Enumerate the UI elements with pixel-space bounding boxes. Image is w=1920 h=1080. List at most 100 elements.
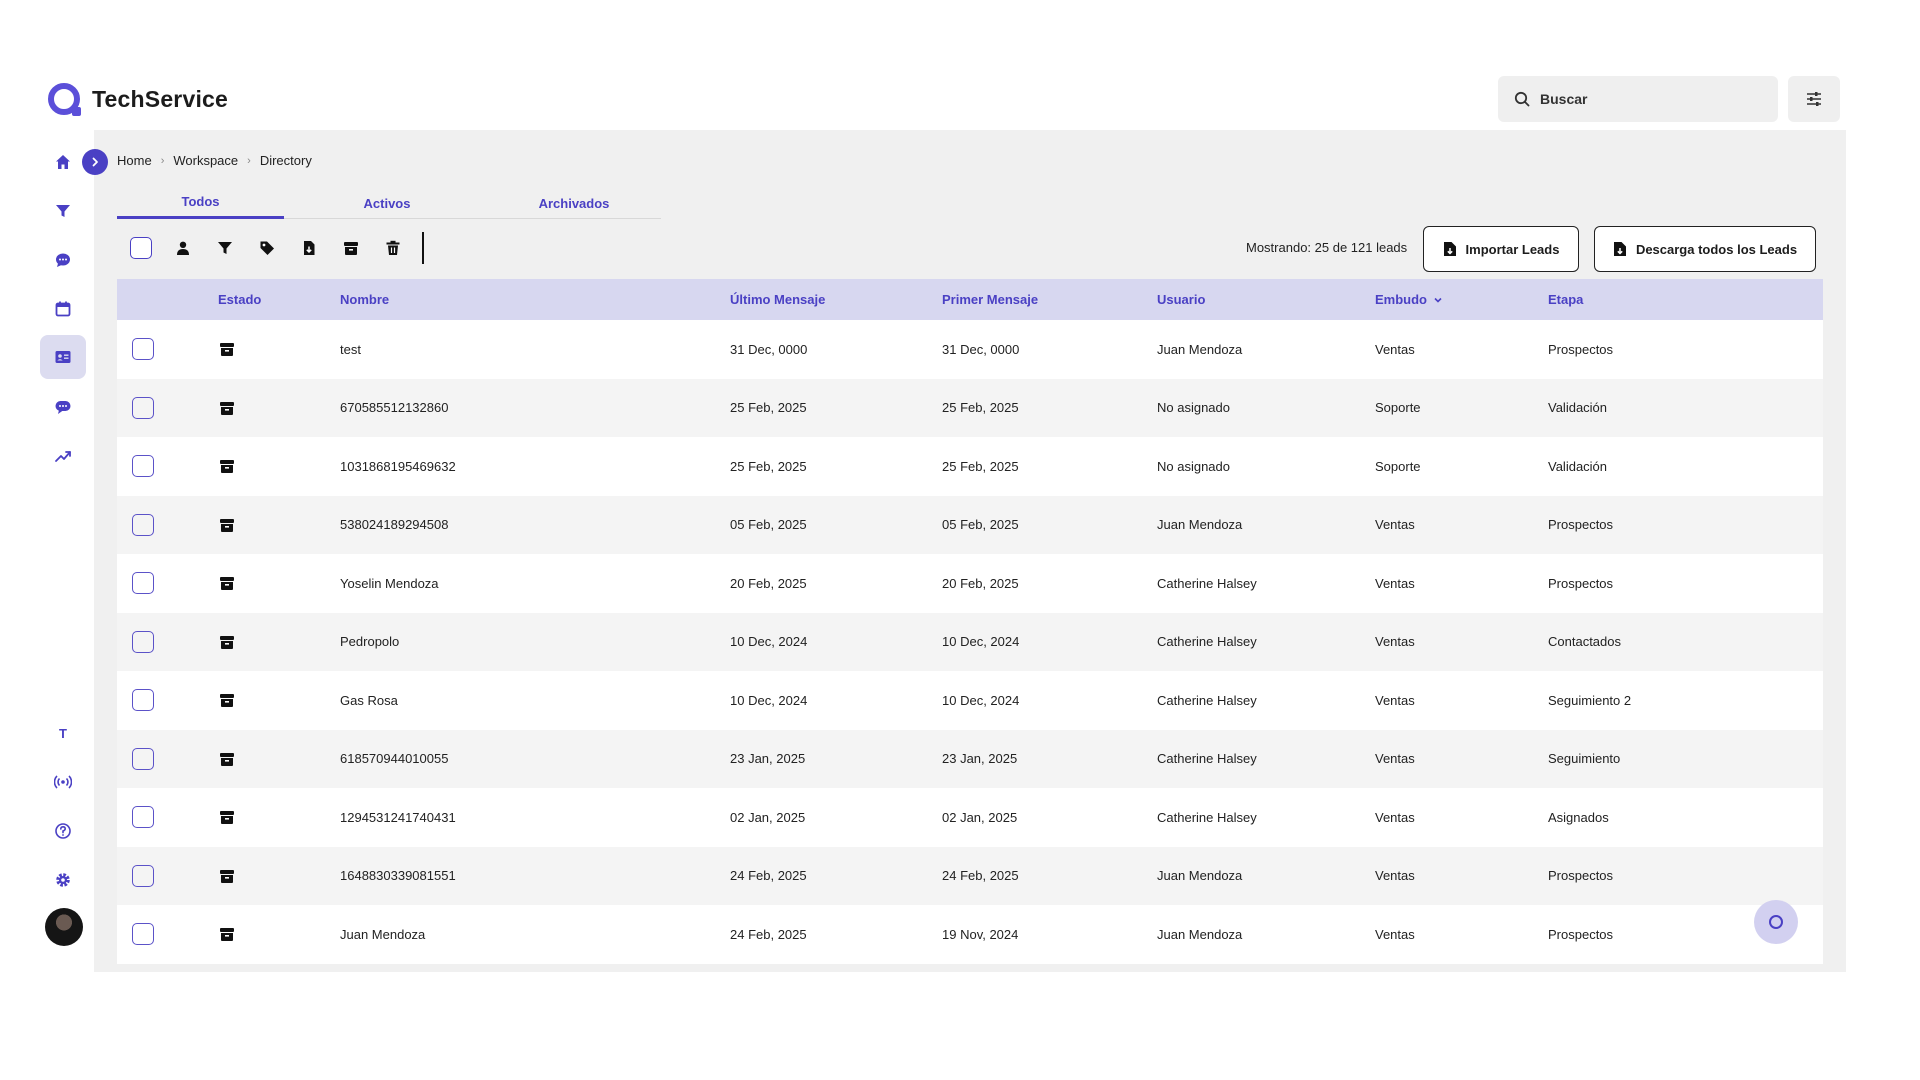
assign-user-button[interactable] [172,237,194,259]
archive-icon[interactable] [219,868,235,884]
select-all-checkbox[interactable] [130,237,152,259]
download-leads-button[interactable]: Descarga todos los Leads [1594,226,1816,272]
table-row[interactable]: 670585512132860 25 Feb, 2025 25 Feb, 2025 N… [117,378,1823,437]
archive-icon[interactable] [219,458,235,474]
user-icon [177,241,189,255]
archive-icon[interactable] [219,517,235,533]
table-row[interactable]: 538024189294508 05 Feb, 2025 05 Feb, 2025 J… [117,495,1823,554]
cell-etapa: Prospectos [1548,575,1614,591]
delete-button[interactable] [382,237,404,259]
column-header-etapa[interactable]: Etapa [1548,292,1584,307]
archive-button[interactable] [340,237,362,259]
broadcast-icon [54,775,72,789]
table-row[interactable]: Yoselin Mendoza 20 Feb, 2025 20 Feb, 2025 C… [117,554,1823,613]
chevron-down-icon [1434,297,1442,303]
search-input[interactable] [1540,91,1740,107]
sidebar-item-contacts[interactable] [40,335,86,379]
move-funnel-button[interactable] [214,237,236,259]
sidebar-item-chat[interactable] [40,238,86,282]
archive-icon[interactable] [219,692,235,708]
sidebar-item-text[interactable]: T [40,711,86,755]
import-leads-button[interactable]: Importar Leads [1423,226,1579,272]
toolbar-divider [422,232,424,264]
text-icon: T [59,725,67,741]
filter-settings-button[interactable] [1788,76,1840,122]
chat-support-button[interactable] [1754,900,1798,944]
cell-nombre: Yoselin Mendoza [340,575,439,591]
tab-archivados[interactable]: Archivados [538,195,610,211]
archive-icon[interactable] [219,575,235,591]
archive-icon[interactable] [219,634,235,650]
tab-activos[interactable]: Activos [363,195,411,211]
cell-etapa: Prospectos [1548,926,1614,942]
archive-icon[interactable] [219,809,235,825]
table-row[interactable]: Pedropolo 10 Dec, 2024 10 Dec, 2024 Catheri… [117,612,1823,671]
sidebar-item-funnels[interactable] [40,189,86,233]
column-header-estado[interactable]: Estado [218,292,262,307]
archive-icon [344,242,358,255]
archive-icon[interactable] [219,400,235,416]
brand[interactable]: TechService [48,80,228,118]
cell-ultimo-mensaje: 25 Feb, 2025 [730,458,807,474]
export-file-button[interactable] [298,237,320,259]
sidebar-item-calendar[interactable] [40,287,86,331]
table-row[interactable]: Juan Mendoza 24 Feb, 2025 19 Nov, 2024 Juan… [117,905,1823,964]
column-header-primer-mensaje[interactable]: Primer Mensaje [942,292,1039,307]
archive-icon[interactable] [219,926,235,942]
table-row[interactable]: 1294531241740431 02 Jan, 2025 02 Jan, 2025… [117,788,1823,847]
sidebar-item-analytics[interactable] [40,434,86,478]
column-header-usuario[interactable]: Usuario [1157,292,1206,307]
breadcrumb-home[interactable]: Home [117,153,152,168]
row-checkbox[interactable] [132,923,154,945]
sidebar-item-broadcast[interactable] [40,760,86,804]
cell-ultimo-mensaje: 25 Feb, 2025 [730,400,807,416]
funnel-icon [218,242,232,254]
cell-nombre: 1294531241740431 [340,809,456,825]
column-header-embudo-label: Embudo [1375,292,1427,307]
archive-icon[interactable] [219,751,235,767]
row-checkbox[interactable] [132,630,154,653]
calendar-icon [55,301,71,317]
row-checkbox[interactable] [132,864,154,887]
leads-table: Estado Nombre Último Mensaje Primer Mens… [117,279,1823,964]
cell-nombre: Juan Mendoza [340,926,426,942]
tag-button[interactable] [256,237,278,259]
column-header-nombre[interactable]: Nombre [340,292,390,307]
sidebar-item-help[interactable] [40,809,86,853]
table-row[interactable]: 1648830339081551 24 Feb, 2025 24 Feb, 2025… [117,846,1823,905]
cell-ultimo-mensaje: 02 Jan, 2025 [730,809,806,825]
help-icon [55,823,71,839]
row-checkbox[interactable] [132,455,154,477]
sidebar-item-home[interactable] [40,140,86,184]
row-checkbox[interactable] [132,396,154,419]
table-row[interactable]: 618570944010055 23 Jan, 2025 23 Jan, 2025 C… [117,729,1823,788]
row-checkbox[interactable] [132,338,154,360]
tab-todos[interactable]: Todos [117,187,284,219]
row-checkbox[interactable] [132,689,154,711]
table-row[interactable]: 1031868195469632 25 Feb, 2025 25 Feb, 2025… [117,437,1823,496]
cell-nombre: test [340,341,361,357]
row-checkbox[interactable] [132,572,154,594]
breadcrumb: Home › Workspace › Directory [117,153,312,168]
cell-nombre: 538024189294508 [340,517,449,533]
user-avatar[interactable] [45,908,83,946]
trending-icon [55,451,71,462]
sidebar-item-settings[interactable] [40,858,86,902]
brand-logo-icon [48,83,81,116]
row-checkbox[interactable] [132,747,154,770]
row-checkbox[interactable] [132,513,154,536]
cell-ultimo-mensaje: 24 Feb, 2025 [730,926,807,942]
row-checkbox[interactable] [132,806,154,828]
breadcrumb-workspace[interactable]: Workspace [173,153,239,168]
cell-usuario: No asignado [1157,400,1230,416]
sidebar-item-messages[interactable] [40,385,86,429]
table-row[interactable]: Gas Rosa 10 Dec, 2024 10 Dec, 2024 Catherin… [117,671,1823,730]
cell-etapa: Asignados [1548,809,1609,825]
search-box[interactable] [1498,76,1778,122]
breadcrumb-directory[interactable]: Directory [259,153,312,168]
collapse-sidebar-button[interactable] [82,149,108,175]
archive-icon[interactable] [219,341,235,357]
column-header-embudo[interactable]: Embudo [1375,279,1443,320]
table-row[interactable]: test 31 Dec, 0000 31 Dec, 0000 Juan Mendoza… [117,320,1823,379]
column-header-ultimo-mensaje[interactable]: Último Mensaje [730,292,826,307]
